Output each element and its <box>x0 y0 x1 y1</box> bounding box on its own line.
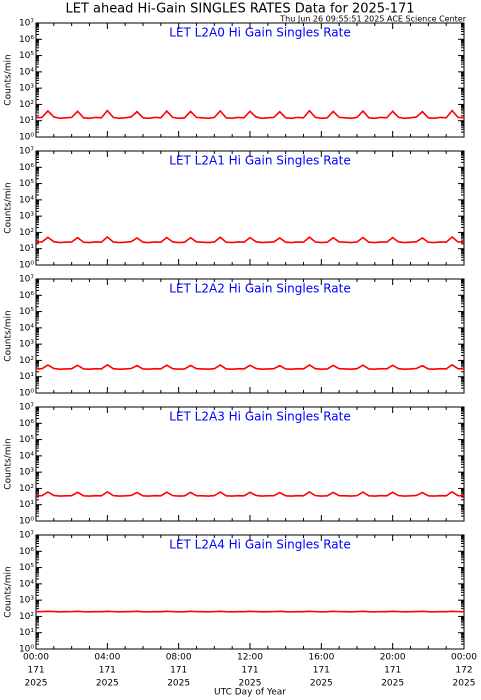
x-tick-year: 2025 <box>25 679 48 689</box>
y-tick-label: 10⁶ <box>19 547 34 557</box>
x-tick-year: 2025 <box>239 679 262 689</box>
y-tick-label: 10⁵ <box>19 307 34 317</box>
y-tick-label: 10¹ <box>19 244 34 254</box>
y-tick-label: 10⁰ <box>19 645 34 655</box>
x-tick-label: 08:00 <box>166 653 192 663</box>
panel-title: LET L2A0 Hi Gain Singles Rate <box>169 26 350 40</box>
y-tick-label: 10⁶ <box>19 419 34 429</box>
y-tick-label: 10¹ <box>19 372 34 382</box>
y-tick-label: 10¹ <box>19 116 34 126</box>
y-axis-label: Counts/min <box>4 438 14 489</box>
panel-title: LET L2A4 Hi Gain Singles Rate <box>169 538 350 552</box>
x-tick-year: 2025 <box>453 679 476 689</box>
y-tick-label: 10⁴ <box>19 195 34 205</box>
x-tick-day: 171 <box>313 666 330 676</box>
y-tick-label: 10⁷ <box>19 275 34 285</box>
y-tick-label: 10⁰ <box>19 389 34 399</box>
x-tick-year: 2025 <box>310 679 333 689</box>
panel-title: LET L2A1 Hi Gain Singles Rate <box>169 154 350 168</box>
plot-frame <box>35 534 465 650</box>
x-tick-day: 171 <box>384 666 401 676</box>
x-tick-day: 171 <box>170 666 187 676</box>
y-tick-label: 10⁷ <box>19 19 34 29</box>
y-tick-label: 10⁴ <box>19 451 34 461</box>
y-tick-label: 10² <box>19 356 34 366</box>
y-tick-label: 10⁶ <box>19 163 34 173</box>
x-axis-label: UTC Day of Year <box>214 688 286 698</box>
x-tick-day: 171 <box>241 666 258 676</box>
page-title: LET ahead Hi-Gain SINGLES RATES Data for… <box>65 2 414 17</box>
data-line <box>35 363 465 370</box>
plot-frame <box>35 278 465 394</box>
x-tick-year: 2025 <box>167 679 190 689</box>
plot-frame <box>35 406 465 522</box>
y-tick-label: 10⁵ <box>19 563 34 573</box>
data-line <box>35 490 465 497</box>
y-tick-label: 10⁶ <box>19 35 34 45</box>
y-tick-label: 10⁵ <box>19 51 34 61</box>
x-tick-year: 2025 <box>381 679 404 689</box>
plot-frame <box>35 150 465 266</box>
y-axis-label: Counts/min <box>4 182 14 233</box>
y-tick-label: 10³ <box>19 84 34 94</box>
x-tick-day: 171 <box>99 666 116 676</box>
x-tick-label: 04:00 <box>94 653 120 663</box>
panel-title: LET L2A2 Hi Gain Singles Rate <box>169 282 350 296</box>
x-tick-label: 12:00 <box>237 653 263 663</box>
y-tick-label: 10⁷ <box>19 403 34 413</box>
y-axis-label: Counts/min <box>4 310 14 361</box>
y-tick-label: 10⁵ <box>19 435 34 445</box>
y-tick-label: 10¹ <box>19 500 34 510</box>
y-tick-label: 10³ <box>19 212 34 222</box>
y-tick-label: 10² <box>19 100 34 110</box>
y-axis-label: Counts/min <box>4 54 14 105</box>
y-tick-label: 10⁰ <box>19 261 34 271</box>
y-tick-label: 10² <box>19 228 34 238</box>
y-tick-label: 10⁰ <box>19 133 34 143</box>
x-tick-label: 16:00 <box>308 653 334 663</box>
x-tick-day: 172 <box>455 666 472 676</box>
x-tick-day: 171 <box>27 666 44 676</box>
x-tick-label: 20:00 <box>380 653 406 663</box>
y-tick-label: 10⁴ <box>19 67 34 77</box>
data-line <box>35 236 465 244</box>
y-tick-label: 10⁴ <box>19 323 34 333</box>
x-tick-year: 2025 <box>96 679 119 689</box>
data-line <box>35 109 465 120</box>
y-tick-label: 10⁷ <box>19 531 34 541</box>
y-tick-label: 10⁶ <box>19 291 34 301</box>
y-tick-label: 10¹ <box>19 628 34 638</box>
y-tick-label: 10³ <box>19 596 34 606</box>
y-tick-label: 10³ <box>19 468 34 478</box>
y-tick-label: 10³ <box>19 340 34 350</box>
y-tick-label: 10² <box>19 612 34 622</box>
y-axis-label: Counts/min <box>4 566 14 617</box>
plot-frame <box>35 22 465 138</box>
y-tick-label: 10⁰ <box>19 517 34 527</box>
y-tick-label: 10⁵ <box>19 179 34 189</box>
x-tick-label: 00:00 <box>23 653 49 663</box>
y-tick-label: 10⁷ <box>19 147 34 157</box>
y-tick-label: 10² <box>19 484 34 494</box>
x-tick-label: 00:00 <box>451 653 477 663</box>
timestamp: Thu Jun 26 09:55:51 2025 ACE Science Cen… <box>279 15 466 24</box>
panel-title: LET L2A3 Hi Gain Singles Rate <box>169 410 350 424</box>
y-tick-label: 10⁴ <box>19 579 34 589</box>
